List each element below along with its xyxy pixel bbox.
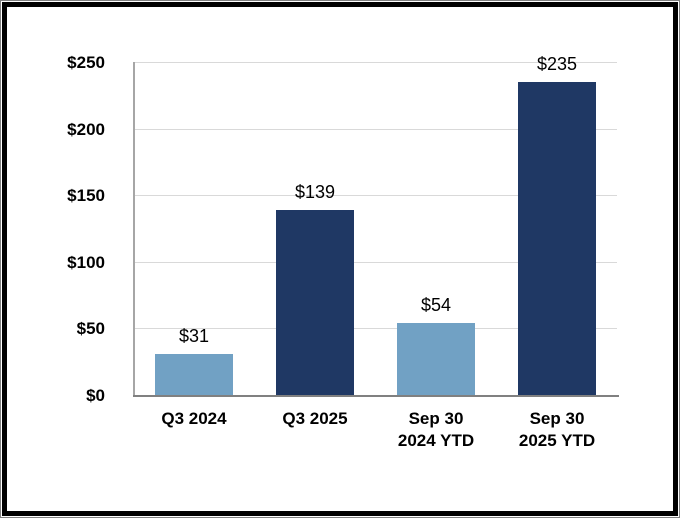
bar-value-label: $31	[178, 326, 210, 346]
gridline	[133, 195, 617, 196]
x-axis-category-label: Sep 30 2024 YTD	[397, 409, 475, 450]
y-axis-tick-label: $200	[67, 120, 105, 139]
gridline	[133, 129, 617, 130]
x-axis-category-label: Q3 2025	[282, 409, 348, 428]
gridline	[133, 62, 617, 63]
bar	[518, 82, 596, 395]
bar-value-label: $54	[420, 295, 452, 315]
bar-value-label: $235	[536, 54, 578, 74]
y-axis-tick-label: $50	[76, 319, 105, 338]
bar	[397, 323, 475, 395]
bar	[276, 210, 354, 395]
x-axis-category-label: Q3 2024	[161, 409, 227, 428]
x-axis-line	[133, 395, 619, 397]
bar	[155, 354, 233, 395]
gridline	[133, 262, 617, 263]
y-axis-tick-label: $150	[67, 186, 105, 205]
y-axis-tick-label: $0	[86, 386, 105, 405]
x-axis-category-label: Sep 30 2025 YTD	[518, 409, 596, 450]
gridline	[133, 328, 617, 329]
y-axis-tick-label: $100	[67, 253, 105, 272]
bar-value-label: $139	[294, 182, 336, 202]
y-axis-tick-label: $250	[67, 53, 105, 72]
y-axis-line	[133, 62, 135, 397]
